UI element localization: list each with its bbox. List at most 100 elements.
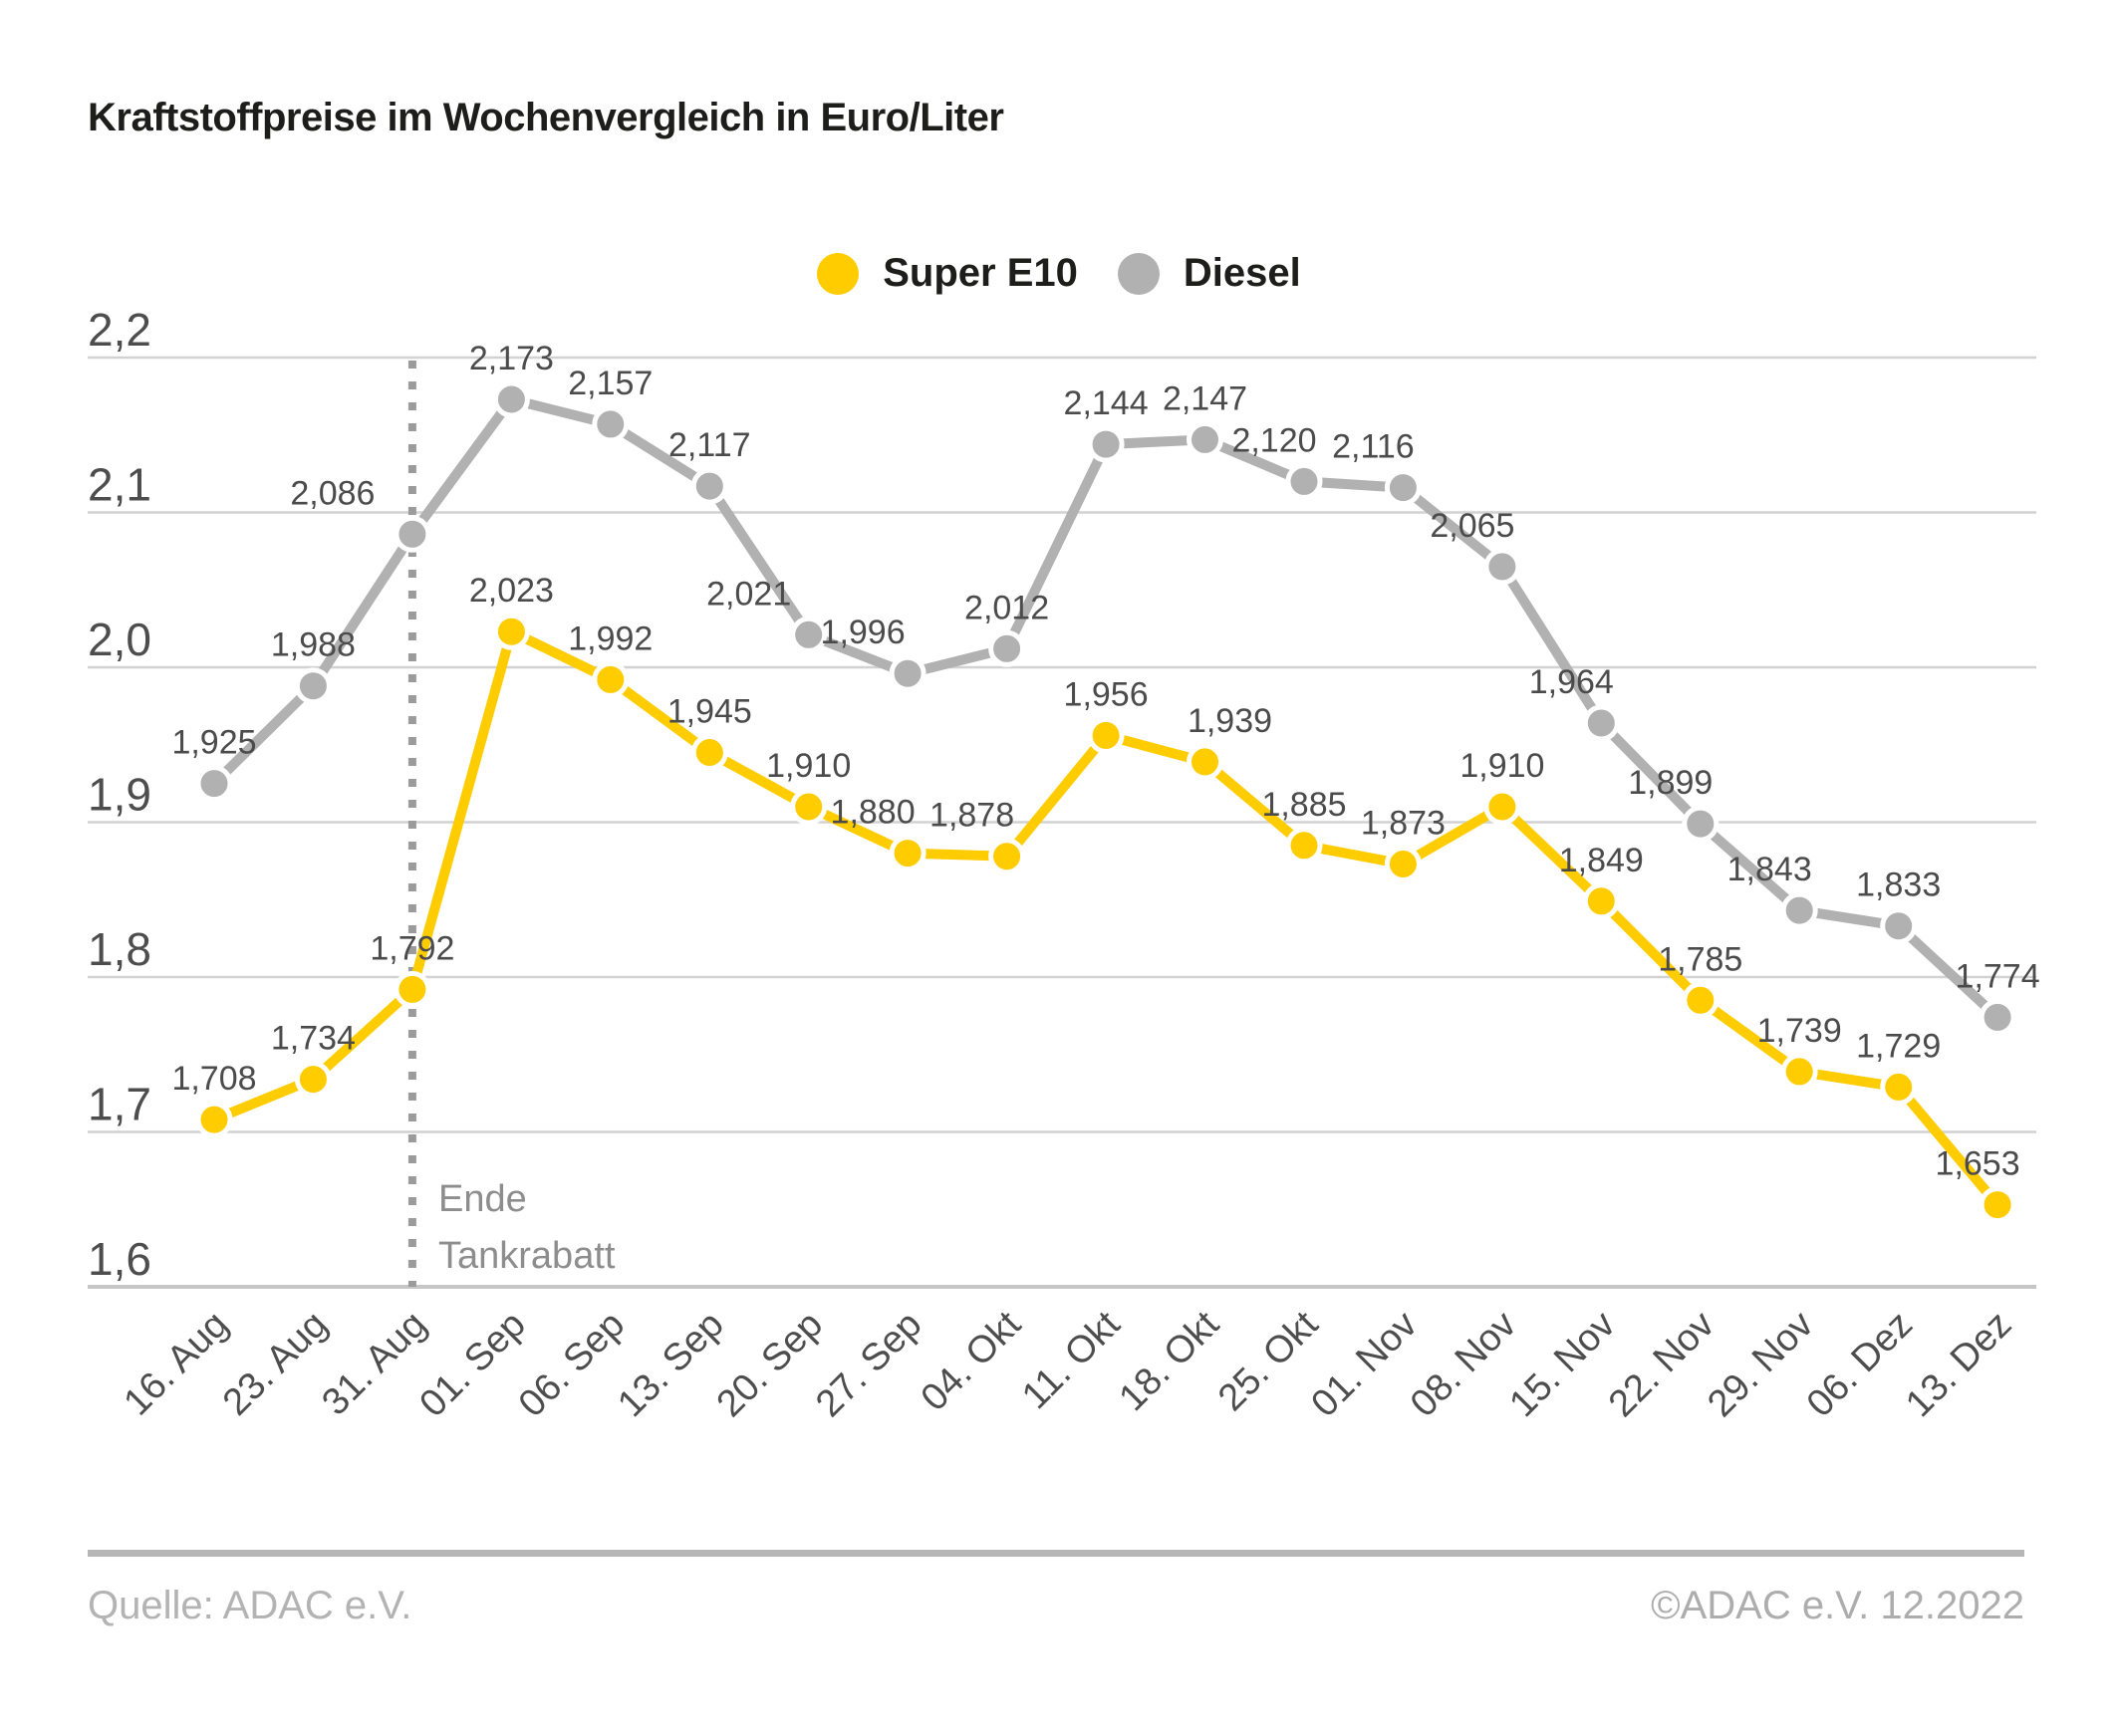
super-e10-marker [1384, 846, 1422, 882]
annotation-line-1: Ende [438, 1178, 527, 1220]
value-label: 2,144 [1064, 384, 1149, 422]
x-axis-label: 04. Okt [914, 1303, 1030, 1419]
value-label: 1,739 [1757, 1012, 1842, 1050]
legend-label-super-e10: Super E10 [883, 251, 1078, 295]
diesel-marker [889, 654, 927, 692]
diesel-marker [1483, 548, 1521, 586]
diesel-marker [294, 667, 332, 705]
value-label: 1,910 [766, 747, 851, 785]
x-axis-label: 13. Sep [610, 1304, 731, 1425]
x-axis-label: 01. Sep [411, 1304, 533, 1425]
diesel-marker [1780, 891, 1818, 929]
value-label: 1,996 [821, 614, 906, 651]
y-axis-label: 2,0 [88, 614, 151, 665]
y-axis-label: 2,1 [88, 459, 151, 511]
annotation-line-2: Tankrabatt [438, 1235, 616, 1277]
super-e10-marker [1780, 1053, 1818, 1091]
super-e10-marker [592, 660, 630, 698]
value-label: 2,086 [290, 474, 375, 512]
diesel-marker [1384, 469, 1422, 507]
diesel-marker [394, 515, 431, 553]
legend: Super E10 Diesel [0, 251, 2118, 296]
x-axis-label: 20. Sep [709, 1304, 831, 1425]
diesel-marker [195, 765, 233, 803]
x-axis-label: 29. Nov [1700, 1304, 1821, 1425]
legend-label-diesel: Diesel [1183, 251, 1301, 295]
value-label: 1,885 [1261, 786, 1346, 824]
value-label: 1,792 [370, 929, 454, 967]
value-label: 2,116 [1332, 428, 1415, 466]
y-axis-label: 2,2 [88, 304, 151, 356]
value-label: 2,157 [568, 365, 653, 402]
value-label: 1,708 [171, 1060, 256, 1098]
x-axis-label: 13. Dez [1898, 1304, 2019, 1425]
value-label: 1,910 [1459, 747, 1544, 785]
value-label: 1,956 [1064, 675, 1149, 713]
super-e10-marker [690, 734, 728, 771]
diesel-marker [790, 616, 828, 653]
x-axis-label: 16. Aug [117, 1304, 237, 1424]
super-e10-marker [195, 1101, 233, 1138]
super-e10-marker [492, 613, 530, 650]
x-axis-label: 18. Okt [1112, 1303, 1228, 1419]
value-label: 2,117 [668, 426, 751, 464]
diesel-marker [1880, 907, 1918, 945]
x-axis-label: 01. Nov [1303, 1304, 1425, 1425]
tankrabatt-annotation: Ende Tankrabatt [438, 1171, 615, 1285]
diesel-marker [1979, 998, 2016, 1036]
diesel-marker [1187, 420, 1223, 458]
super-e10-marker [1880, 1068, 1918, 1106]
value-label: 2,021 [706, 575, 791, 613]
value-label: 1,734 [271, 1020, 356, 1058]
y-axis-label: 1,9 [88, 769, 151, 821]
value-label: 1,833 [1856, 867, 1941, 904]
value-label: 2,120 [1231, 421, 1316, 459]
super-e10-marker [1582, 882, 1620, 920]
value-label: 2,023 [469, 572, 554, 610]
footer-divider [88, 1550, 2024, 1557]
value-label: 1,992 [568, 620, 653, 657]
diesel-dot-icon [1117, 252, 1160, 295]
super-e10-marker [1285, 827, 1323, 865]
source-text: Quelle: ADAC e.V. [88, 1584, 412, 1627]
x-axis-label: 27. Sep [808, 1304, 929, 1425]
super-e10-marker [1979, 1186, 2016, 1224]
value-label: 1,849 [1559, 842, 1644, 879]
value-label: 1,939 [1188, 702, 1272, 740]
legend-item-diesel: Diesel [1117, 251, 1301, 296]
value-label: 1,899 [1628, 764, 1713, 802]
value-label: 1,878 [929, 797, 1014, 835]
value-label: 1,988 [271, 626, 356, 664]
diesel-marker [592, 405, 630, 443]
super-e10-marker [1087, 716, 1125, 754]
super-e10-dot-icon [817, 252, 860, 295]
x-axis-label: 31. Aug [314, 1304, 434, 1424]
page-title: Kraftstoffpreise im Wochenvergleich in E… [88, 96, 1004, 139]
value-label: 1,774 [1956, 957, 2040, 995]
y-axis-label: 1,7 [88, 1079, 151, 1130]
super-e10-marker [394, 970, 431, 1008]
diesel-marker [690, 467, 728, 505]
value-label: 1,880 [831, 794, 916, 832]
copyright-text: ©ADAC e.V. 12.2022 [1651, 1584, 2024, 1627]
super-e10-marker [294, 1061, 332, 1099]
x-axis-label: 22. Nov [1601, 1304, 1722, 1425]
super-e10-marker [889, 835, 927, 872]
y-axis-label: 1,8 [88, 923, 151, 975]
diesel-marker [988, 629, 1026, 667]
value-label: 1,843 [1727, 851, 1812, 888]
value-label: 1,945 [667, 693, 752, 731]
legend-item-super-e10: Super E10 [817, 251, 1078, 296]
x-axis-label: 23. Aug [215, 1304, 336, 1424]
value-label: 1,964 [1529, 663, 1614, 701]
diesel-marker [1087, 425, 1125, 463]
value-label: 2,012 [964, 589, 1049, 626]
x-axis-label: 06. Sep [511, 1304, 633, 1425]
super-e10-marker [1187, 743, 1223, 781]
super-e10-marker [988, 838, 1026, 875]
x-axis-label: 11. Okt [1014, 1303, 1129, 1417]
diesel-marker [1682, 805, 1720, 843]
